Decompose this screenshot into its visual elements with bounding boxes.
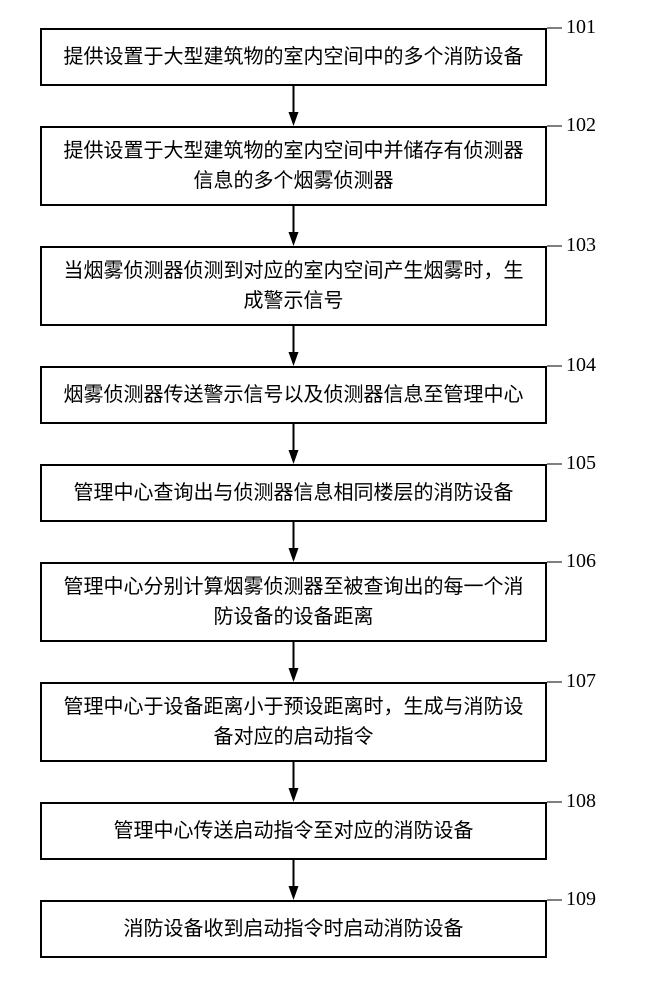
flow-arrow: [0, 0, 645, 1000]
flowchart-canvas: 提供设置于大型建筑物的室内空间中的多个消防设备101提供设置于大型建筑物的室内空…: [0, 0, 645, 1000]
